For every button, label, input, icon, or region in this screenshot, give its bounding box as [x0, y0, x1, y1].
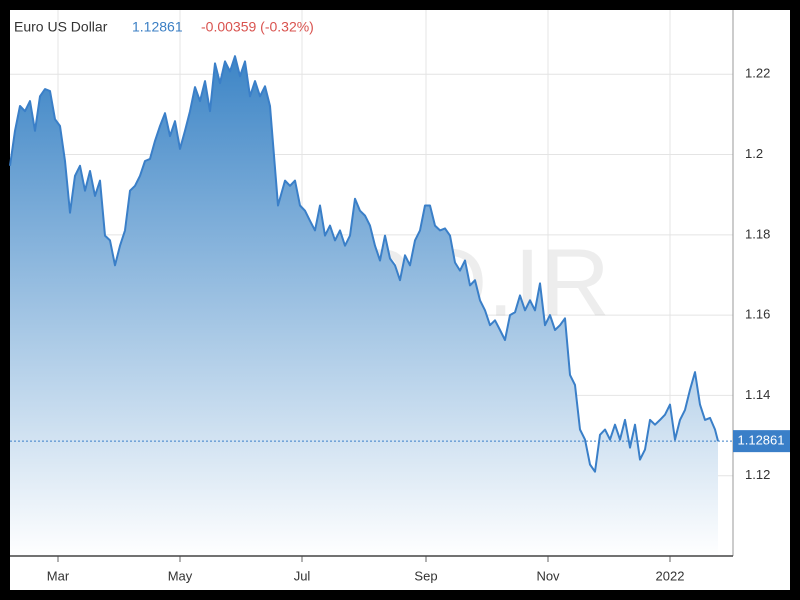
- last-price: 1.12861: [132, 19, 183, 35]
- last-price-label: 1.12861: [738, 433, 785, 448]
- last-price-box: [733, 430, 790, 453]
- x-tick-label: May: [168, 568, 193, 583]
- instrument-name: Euro US Dollar: [14, 19, 108, 35]
- price-line: [9, 55, 719, 473]
- plot: [9, 55, 719, 556]
- x-tick-label: Nov: [536, 568, 560, 583]
- area-fill: [10, 56, 718, 556]
- price-change: -0.00359 (-0.32%): [201, 19, 314, 35]
- y-tick-label: 1.22: [745, 66, 770, 81]
- y-tick-label: 1.12: [745, 467, 770, 482]
- y-tick-label: 1.18: [745, 226, 770, 241]
- x-tick-label: Mar: [47, 568, 70, 583]
- y-tick-label: 1.14: [745, 387, 770, 402]
- x-tick-label: Jul: [294, 568, 311, 583]
- x-tick-label: 2022: [656, 568, 685, 583]
- x-tick-label: Sep: [414, 568, 437, 583]
- y-tick-label: 1.16: [745, 307, 770, 322]
- y-tick-label: 1.2: [745, 146, 763, 161]
